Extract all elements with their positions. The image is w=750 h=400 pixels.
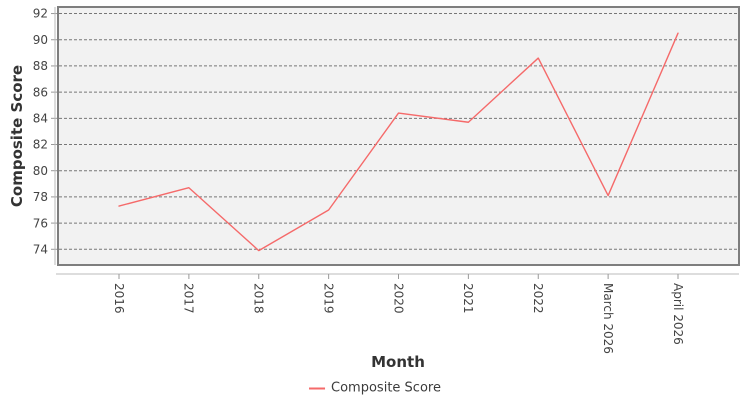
y-tick-label: 92: [33, 7, 48, 21]
y-tick-label: 76: [33, 216, 48, 230]
y-tick-label: 78: [33, 190, 48, 204]
y-tick-label: 86: [33, 85, 48, 99]
x-tick-label: 2021: [461, 283, 475, 314]
x-tick-label: 2016: [112, 283, 126, 314]
legend-line-marker: [309, 387, 326, 389]
y-tick-label: 74: [33, 242, 48, 256]
y-tick-label: 80: [33, 164, 48, 178]
y-tick-label: 82: [33, 138, 48, 152]
x-tick-label: 2019: [321, 283, 335, 314]
y-tick-label: 90: [33, 33, 48, 47]
series-line: [118, 32, 679, 252]
x-axis-title: Month: [371, 353, 425, 371]
legend: Composite Score: [309, 381, 441, 396]
y-tick-label: 84: [33, 112, 48, 126]
plot-border: [57, 6, 740, 266]
x-tick-label: 2022: [531, 283, 545, 314]
legend-label: Composite Score: [331, 380, 441, 396]
plot-area: [58, 7, 739, 265]
x-tick-label: 2020: [391, 283, 405, 314]
x-tick-label: March 2026: [601, 283, 615, 354]
x-tick-label: 2018: [252, 283, 266, 314]
x-tick-label: April 2026: [671, 283, 685, 345]
x-tick-label: 2017: [182, 283, 196, 314]
y-tick-label: 88: [33, 59, 48, 73]
y-axis-title: Composite Score: [8, 64, 26, 208]
